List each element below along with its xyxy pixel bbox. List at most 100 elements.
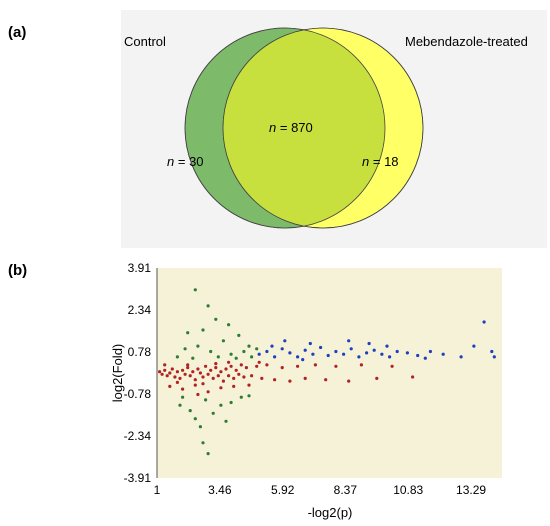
data-point bbox=[163, 363, 167, 367]
data-point bbox=[349, 347, 353, 351]
data-point bbox=[492, 355, 496, 359]
data-point bbox=[181, 387, 185, 391]
data-point bbox=[459, 355, 463, 359]
venn-panel: Control Mebendazole-treated n = 870 n = … bbox=[121, 10, 547, 248]
data-point bbox=[405, 351, 409, 355]
data-point bbox=[416, 353, 420, 358]
data-point bbox=[201, 328, 205, 332]
control-only-count: n = 30 bbox=[167, 154, 204, 169]
data-point bbox=[175, 355, 179, 359]
data-point bbox=[219, 370, 223, 374]
data-point bbox=[303, 348, 307, 352]
data-point bbox=[186, 331, 190, 335]
data-point bbox=[375, 376, 379, 380]
data-point bbox=[201, 375, 205, 379]
data-point bbox=[388, 355, 392, 359]
data-point bbox=[221, 379, 225, 383]
data-point bbox=[206, 452, 210, 456]
intersection-count: n = 870 bbox=[269, 120, 313, 135]
data-point bbox=[158, 370, 162, 374]
data-point bbox=[163, 368, 167, 372]
data-point bbox=[255, 347, 259, 351]
data-point bbox=[270, 344, 274, 348]
data-point bbox=[206, 390, 210, 394]
data-point bbox=[357, 355, 361, 359]
data-point bbox=[326, 353, 330, 358]
data-point bbox=[242, 375, 246, 379]
data-point bbox=[283, 339, 287, 343]
data-point bbox=[280, 366, 284, 370]
y-tick-label: -0.78 bbox=[124, 387, 152, 401]
data-point bbox=[250, 355, 254, 359]
data-point bbox=[296, 364, 300, 368]
data-point bbox=[219, 403, 223, 407]
data-point bbox=[188, 374, 192, 378]
data-point bbox=[183, 347, 187, 351]
data-point bbox=[273, 355, 277, 359]
data-point bbox=[311, 352, 315, 356]
data-point bbox=[229, 352, 233, 356]
data-point bbox=[347, 379, 351, 383]
data-point bbox=[296, 355, 300, 359]
x-tick-labels: 1 3.46 5.92 8.37 10.83 13.29 bbox=[154, 483, 487, 497]
data-point bbox=[237, 372, 241, 376]
data-point bbox=[257, 352, 261, 356]
data-point bbox=[214, 317, 218, 321]
y-tick-label: 0.78 bbox=[128, 345, 152, 359]
data-point bbox=[247, 394, 251, 398]
y-tick-label: 3.91 bbox=[128, 261, 152, 275]
data-point bbox=[239, 363, 243, 367]
data-point bbox=[247, 383, 251, 387]
data-point bbox=[175, 380, 179, 384]
data-point bbox=[209, 349, 213, 354]
data-point bbox=[395, 349, 399, 354]
data-point bbox=[472, 344, 476, 348]
data-point bbox=[221, 339, 225, 343]
data-point bbox=[224, 367, 228, 371]
x-tick-label: 5.92 bbox=[271, 483, 295, 497]
data-point bbox=[170, 367, 174, 371]
data-point bbox=[196, 367, 200, 371]
points-layer bbox=[158, 288, 496, 456]
data-point bbox=[206, 304, 210, 308]
data-point bbox=[211, 411, 215, 415]
data-point bbox=[234, 356, 238, 360]
data-point bbox=[237, 333, 241, 337]
data-point bbox=[242, 349, 246, 354]
data-point bbox=[490, 349, 494, 354]
data-point bbox=[204, 364, 208, 368]
data-point bbox=[165, 374, 169, 378]
data-point bbox=[308, 341, 312, 346]
data-point bbox=[201, 382, 205, 386]
data-point bbox=[265, 349, 269, 354]
data-point bbox=[244, 366, 248, 370]
data-point bbox=[193, 378, 197, 382]
data-point bbox=[198, 371, 202, 375]
data-point bbox=[301, 358, 305, 362]
data-point bbox=[224, 419, 228, 423]
venn-diagram: Control Mebendazole-treated n = 870 n = … bbox=[124, 27, 528, 229]
data-point bbox=[303, 376, 307, 380]
data-point bbox=[186, 366, 190, 370]
data-point bbox=[204, 398, 208, 402]
data-point bbox=[359, 363, 363, 367]
data-point bbox=[214, 366, 218, 370]
data-point bbox=[257, 360, 261, 364]
data-point bbox=[280, 347, 284, 351]
data-point bbox=[181, 395, 185, 399]
data-point bbox=[227, 360, 231, 364]
data-point bbox=[196, 344, 200, 348]
data-point bbox=[319, 345, 323, 350]
data-point bbox=[175, 370, 179, 374]
data-point bbox=[214, 362, 218, 366]
data-point bbox=[201, 441, 205, 445]
data-point bbox=[229, 400, 233, 405]
data-point bbox=[239, 395, 243, 399]
data-point bbox=[367, 341, 371, 346]
mebendazole-label: Mebendazole-treated bbox=[405, 34, 528, 49]
y-tick-labels: 3.91 2.34 0.78 -0.78 -2.34 -3.91 bbox=[124, 261, 152, 485]
y-tick-label: 2.34 bbox=[128, 303, 152, 317]
data-point bbox=[313, 363, 317, 367]
data-point bbox=[196, 392, 200, 397]
data-point bbox=[198, 425, 202, 429]
